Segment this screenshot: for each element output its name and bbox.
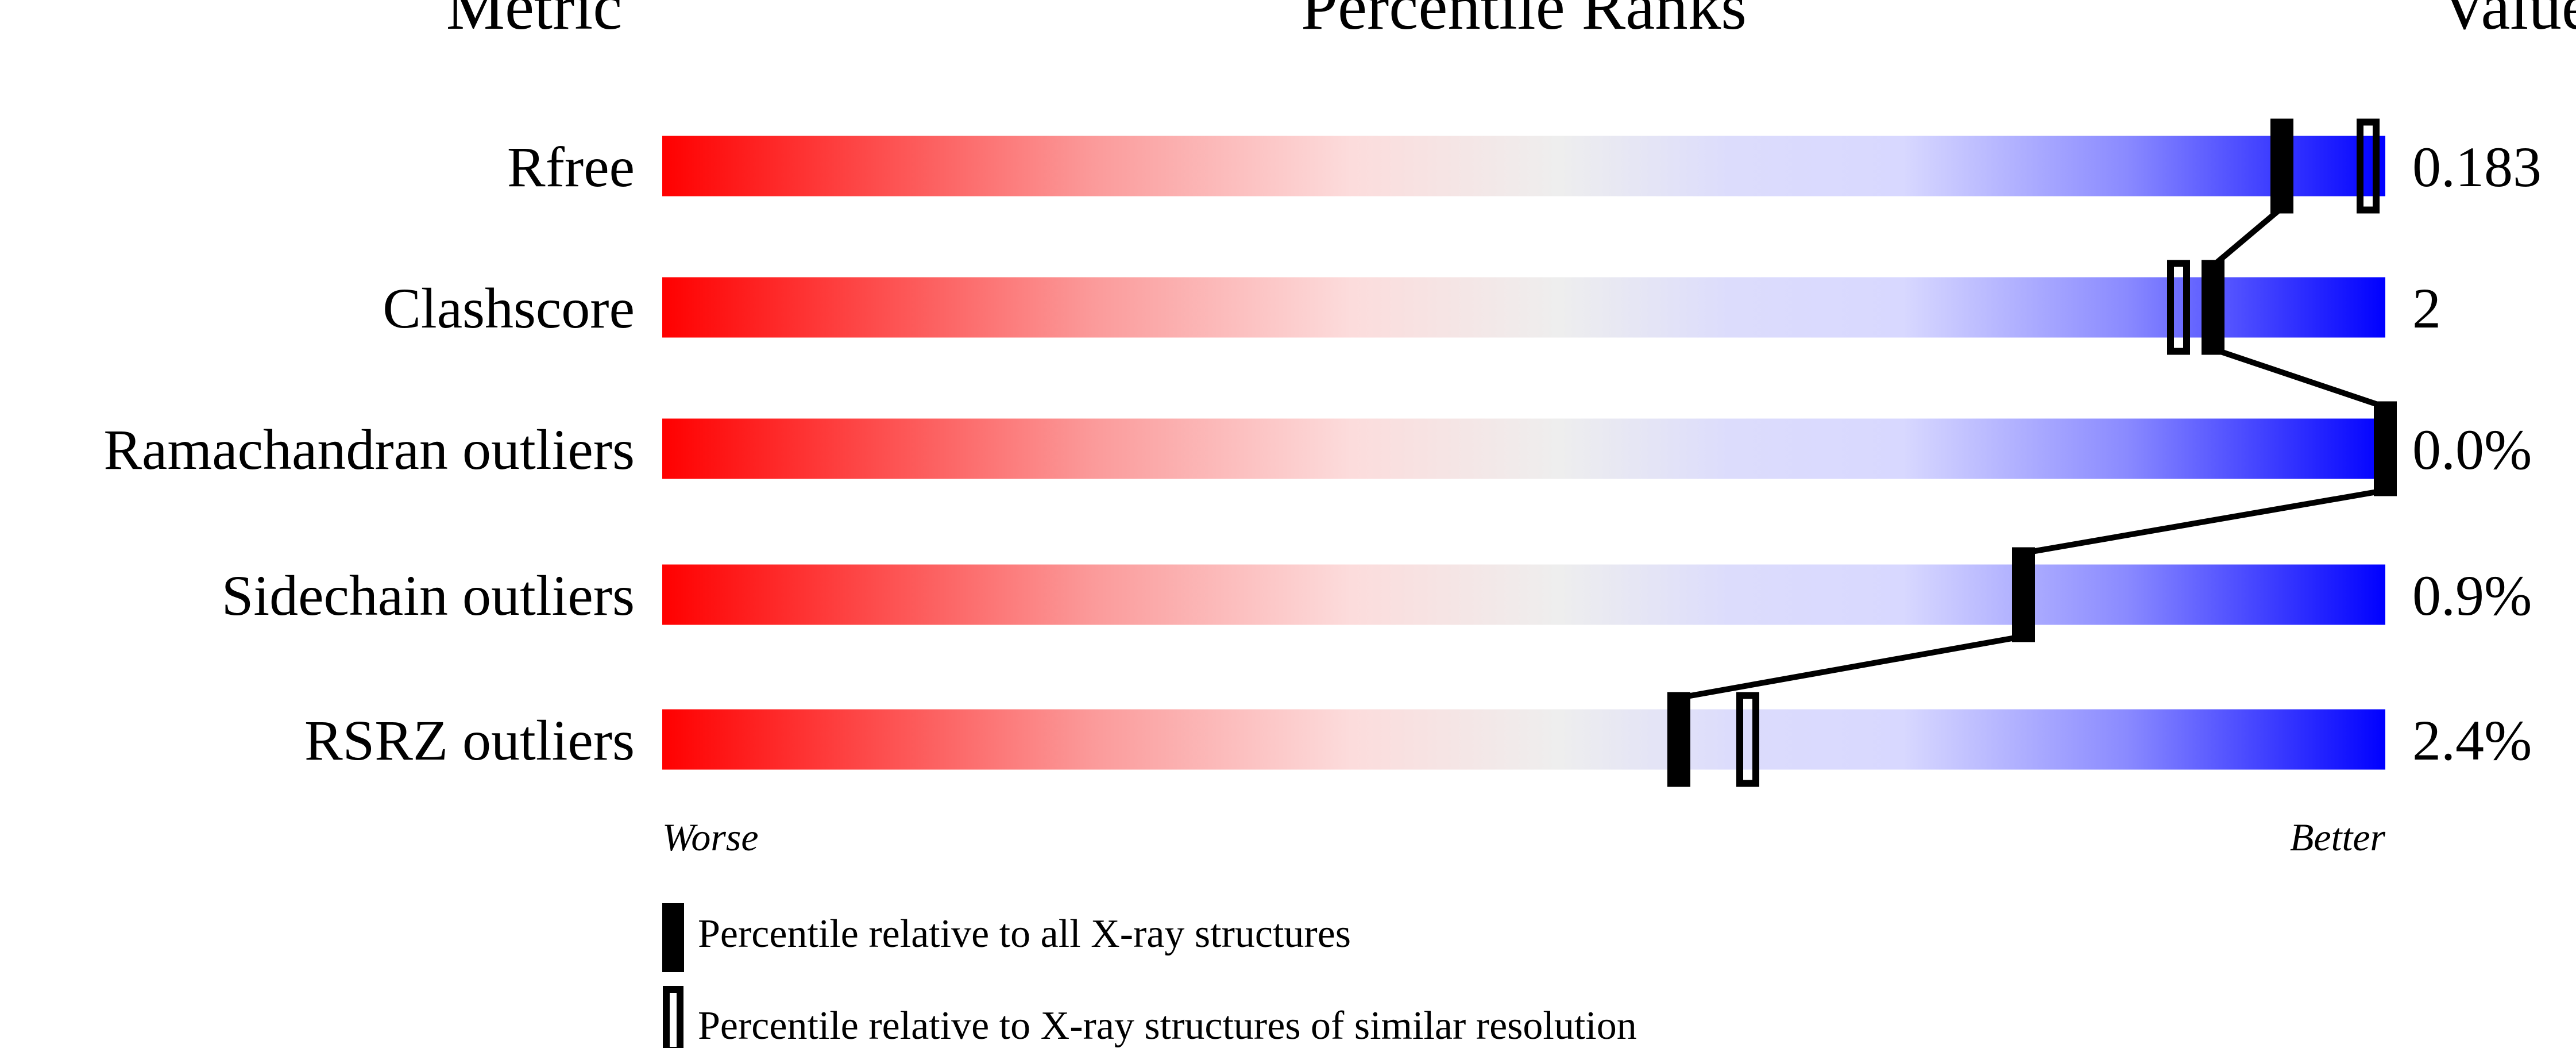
header-metric: Metric xyxy=(446,0,623,43)
metric-label: Clashscore xyxy=(383,276,635,340)
metric-value: 0.9% xyxy=(2412,564,2532,627)
legend-similar: Percentile relative to X-ray structures … xyxy=(698,1004,1637,1048)
percentile-all-marker xyxy=(1667,692,1690,787)
percentile-all-marker xyxy=(2374,401,2397,496)
percentile-similar-marker xyxy=(2357,118,2380,214)
worse-label: Worse xyxy=(662,815,759,859)
percentile-similar-marker xyxy=(1736,692,1759,787)
metric-label: Ramachandran outliers xyxy=(103,418,635,481)
percentile-all-marker xyxy=(2012,547,2035,642)
better-label: Better xyxy=(2290,815,2386,859)
gradient-bar xyxy=(662,709,2385,770)
legend-filled-marker xyxy=(662,903,684,972)
percentile-similar-marker xyxy=(2167,260,2190,355)
metric-value: 2 xyxy=(2412,276,2441,340)
connector-line xyxy=(2211,205,2284,268)
metric-value: 0.0% xyxy=(2412,418,2532,481)
metric-value: 0.183 xyxy=(2412,135,2542,199)
percentile-all-marker xyxy=(2270,118,2293,214)
percentile-all-marker xyxy=(2202,260,2224,355)
gradient-bar xyxy=(662,418,2385,479)
connector-line xyxy=(1678,633,2024,701)
gradient-bar xyxy=(662,136,2385,196)
legend-open-marker xyxy=(663,986,683,1048)
connector-line xyxy=(2212,346,2386,410)
connector-line xyxy=(2023,487,2386,556)
gradient-bar xyxy=(662,564,2385,625)
gradient-bar xyxy=(662,277,2385,338)
metric-label: RSRZ outliers xyxy=(304,708,635,772)
metric-value: 2.4% xyxy=(2412,708,2532,772)
legend-all: Percentile relative to all X-ray structu… xyxy=(698,912,1351,956)
header-percentile-ranks: Percentile Ranks xyxy=(1301,0,1747,43)
header-value: Value xyxy=(2440,0,2576,43)
metric-label: Sidechain outliers xyxy=(222,564,635,627)
metric-label: Rfree xyxy=(507,135,635,199)
